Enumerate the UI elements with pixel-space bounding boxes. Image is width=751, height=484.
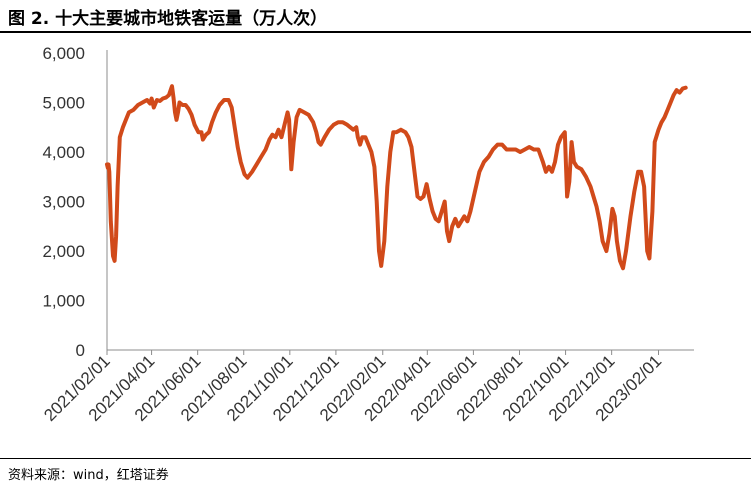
y-tick-label: 2,000 bbox=[42, 242, 85, 261]
bottom-divider bbox=[0, 458, 751, 459]
y-tick-label: 6,000 bbox=[42, 44, 85, 63]
y-axis-ticks: 0 1,000 2,000 3,000 4,000 5,000 6,000 bbox=[42, 44, 85, 360]
y-tick-label: 3,000 bbox=[42, 193, 85, 212]
series-line bbox=[105, 84, 688, 271]
chart-title: 图 2. 十大主要城市地铁客运量（万人次） bbox=[8, 9, 328, 29]
top-divider bbox=[0, 31, 751, 33]
y-tick-label: 5,000 bbox=[42, 94, 85, 113]
source-note: 资料来源：wind，红塔证券 bbox=[8, 468, 169, 483]
chart-axes bbox=[106, 50, 694, 351]
x-axis-ticks: 2021/02/012021/04/012021/06/012021/08/01… bbox=[40, 350, 665, 425]
y-tick-label: 0 bbox=[76, 341, 85, 360]
y-tick-label: 1,000 bbox=[42, 292, 85, 311]
y-tick-label: 4,000 bbox=[42, 143, 85, 162]
